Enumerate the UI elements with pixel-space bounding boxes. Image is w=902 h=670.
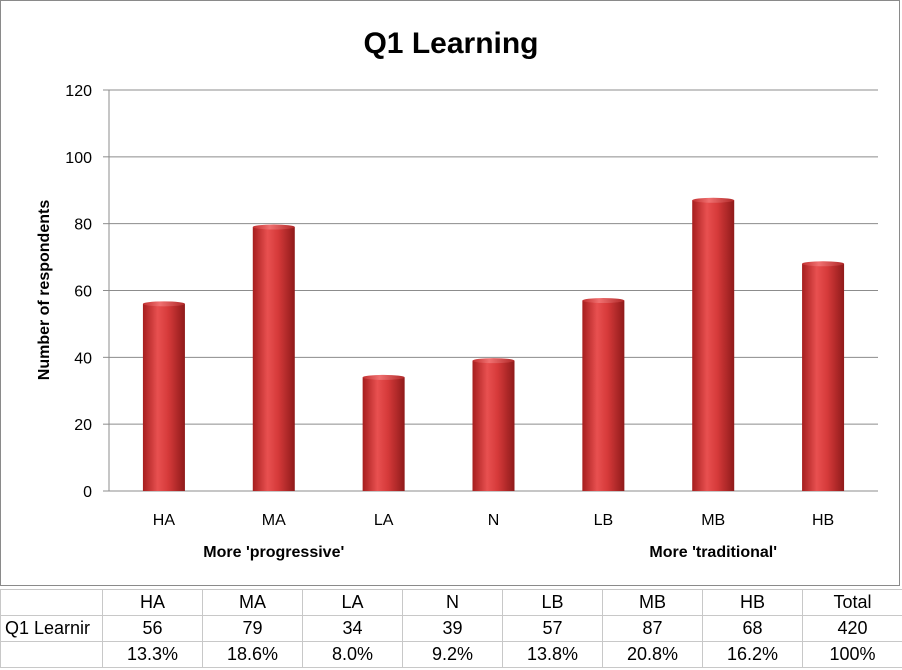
- table-cell: 8.0%: [302, 641, 403, 668]
- annotation: More 'traditional': [649, 544, 777, 561]
- bar-cap: [142, 301, 185, 307]
- bar: [802, 263, 845, 491]
- bar: [142, 303, 185, 491]
- x-tick-label: HB: [812, 512, 834, 529]
- y-tick-label: 100: [65, 150, 92, 167]
- bar-lb: [582, 298, 625, 491]
- bar-cap: [802, 261, 845, 267]
- x-tick-label: LB: [594, 512, 614, 529]
- table-cell: 13.3%: [102, 641, 203, 668]
- table-cell: Total: [802, 589, 902, 616]
- chart-area: Q1 Learning Number of respondents 0 20 40 6…: [0, 0, 900, 586]
- bar-cap: [472, 358, 515, 364]
- y-tick-label: 60: [74, 284, 92, 301]
- y-tick-label: 40: [74, 350, 92, 367]
- bar-mb: [692, 197, 735, 491]
- table-cell: 79: [202, 615, 303, 642]
- table-cell: LA: [302, 589, 403, 616]
- gridlines: [103, 89, 878, 492]
- bar: [252, 227, 295, 491]
- bar-cap: [692, 197, 735, 203]
- table-cell: 420: [802, 615, 902, 642]
- table-cell: 56: [102, 615, 203, 642]
- x-tick-label: LA: [374, 512, 394, 529]
- table-cell: 16.2%: [702, 641, 803, 668]
- y-tick-label: 0: [83, 484, 92, 501]
- y-tick-labels: 0 20 40 60 80 100 120: [65, 83, 92, 501]
- table-cell: HA: [102, 589, 203, 616]
- table-cell: N: [402, 589, 503, 616]
- bar-ha: [142, 301, 185, 491]
- y-tick-label: 20: [74, 417, 92, 434]
- table-row-header: [0, 641, 103, 668]
- table-cell: 57: [502, 615, 603, 642]
- table-cell: 100%: [802, 641, 902, 668]
- bar-hb: [802, 261, 845, 491]
- x-tick-label: N: [488, 512, 500, 529]
- table-cell: 68: [702, 615, 803, 642]
- table-cell: HB: [702, 589, 803, 616]
- x-tick-label: MA: [262, 512, 286, 529]
- y-tick-label: 80: [74, 217, 92, 234]
- bar-n: [472, 358, 515, 491]
- bar: [582, 300, 625, 491]
- table-cell: 9.2%: [402, 641, 503, 668]
- bar-ma: [252, 224, 295, 491]
- y-axis-label: Number of respondents: [36, 200, 53, 381]
- chart-title: Q1 Learning: [363, 27, 538, 60]
- bar-cap: [362, 374, 405, 380]
- table-row: Q1 Learnir 56 79 34 39 57 87 68 420: [0, 615, 902, 642]
- bar-chart: Q1 Learning Number of respondents 0 20 40 6…: [36, 27, 878, 561]
- table-cell: 13.8%: [502, 641, 603, 668]
- bar: [472, 360, 515, 491]
- x-tick-labels: HA MA LA N LB MB HB: [153, 512, 834, 529]
- annotation: More 'progressive': [203, 544, 344, 561]
- bar-cap: [582, 298, 625, 304]
- table-cell: 87: [602, 615, 703, 642]
- bar-cap: [252, 224, 295, 230]
- annotations: More 'progressive' More 'traditional': [203, 544, 777, 561]
- y-tick-label: 120: [65, 83, 92, 100]
- table-cell: 18.6%: [202, 641, 303, 668]
- bar: [692, 200, 735, 491]
- bars: [142, 197, 845, 491]
- data-table: HA MA LA N LB MB HB Total Q1 Learnir 56 79 34 39 57 87…: [0, 589, 902, 668]
- table-row-header: [0, 589, 103, 616]
- table-header-row: HA MA LA N LB MB HB Total: [0, 589, 902, 616]
- x-tick-label: HA: [153, 512, 176, 529]
- x-tick-label: MB: [701, 512, 725, 529]
- table-row: 13.3% 18.6% 8.0% 9.2% 13.8% 20.8% 16.2% 100%: [0, 641, 902, 668]
- bar-la: [362, 374, 405, 491]
- bar: [362, 377, 405, 491]
- table-cell: 20.8%: [602, 641, 703, 668]
- table-cell: 39: [402, 615, 503, 642]
- table-row-header: Q1 Learnir: [0, 615, 103, 642]
- table-cell: MB: [602, 589, 703, 616]
- table-cell: 34: [302, 615, 403, 642]
- table-cell: MA: [202, 589, 303, 616]
- table-cell: LB: [502, 589, 603, 616]
